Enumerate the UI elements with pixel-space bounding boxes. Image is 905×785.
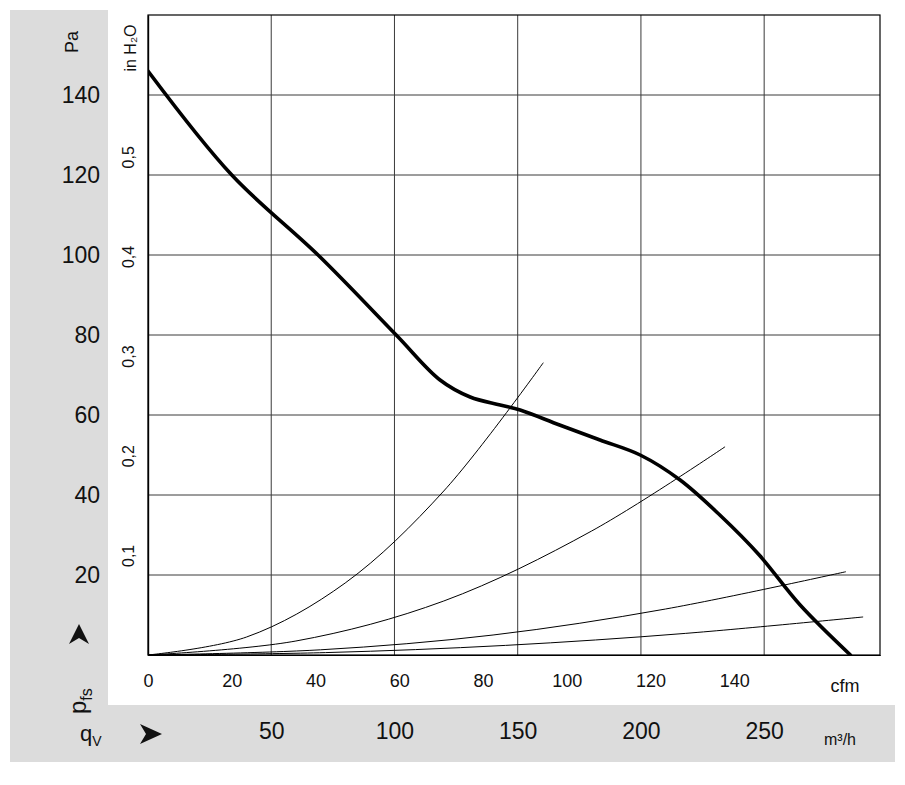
curve: [148, 71, 850, 655]
background-panel: [10, 10, 895, 762]
tick-label: 0,4: [120, 246, 137, 268]
grid-line-y: [148, 575, 880, 576]
y2-axis: 0,1 0,2 0,3 0,4 0,5: [120, 16, 149, 656]
tick-label: 120: [636, 671, 666, 691]
tick-label: 40: [306, 671, 326, 691]
series-group: [148, 71, 863, 655]
grid-line-y: [148, 415, 880, 416]
grid-line-y: [148, 95, 880, 96]
tick-label: 120: [62, 162, 100, 188]
y-axis-line: [148, 16, 149, 656]
tick: 100: [552, 655, 582, 691]
tick-label: 150: [499, 718, 537, 744]
tick-label: 100: [376, 718, 414, 744]
y-arrow: [69, 624, 89, 644]
grid-line-y: [148, 335, 880, 336]
tick-label: 20: [74, 562, 100, 588]
y2-unit-label: in H₂O: [122, 24, 139, 71]
tick-label: 0,1: [120, 545, 137, 567]
x-arrow: [140, 724, 162, 744]
x2-axis-line: [149, 655, 881, 656]
x-symbol-main: q: [80, 721, 92, 746]
tick: 140: [720, 655, 750, 691]
tick: 250: [745, 655, 783, 744]
x-symbol-sub: V: [92, 733, 102, 749]
tick-label: 60: [390, 671, 410, 691]
tick: 120: [636, 655, 666, 691]
x-symbol: qV: [80, 721, 102, 749]
tick-label: 80: [74, 322, 100, 348]
tick: 60: [74, 402, 148, 428]
tick: 40: [74, 482, 148, 508]
tick: 140: [62, 82, 148, 108]
tick-label: 140: [720, 671, 750, 691]
curve: [148, 447, 725, 655]
y-symbol: pfs: [64, 688, 95, 714]
tick-label: 50: [259, 718, 285, 744]
tick-label: 0,2: [120, 445, 137, 467]
tick: 0,2: [120, 445, 148, 467]
tick-label: 100: [62, 242, 100, 268]
tick-label: 60: [74, 402, 100, 428]
y-unit-label: Pa: [62, 30, 82, 53]
tick-label: 0,3: [120, 345, 137, 367]
x-axis: 50 100 150 200 250: [149, 655, 881, 744]
tick-label: 0,5: [120, 146, 137, 168]
y-axis: 20 40 60 80 100 120 140: [62, 16, 149, 656]
y2-axis-line: [148, 16, 149, 656]
curve: [148, 617, 863, 655]
tick: 200: [622, 655, 660, 744]
tick: 80: [74, 322, 148, 348]
tick-label: 250: [745, 718, 783, 744]
tick: 150: [499, 655, 537, 744]
tick: 100: [376, 655, 414, 744]
tick: 40: [306, 655, 326, 691]
tick: 0,4: [120, 246, 148, 268]
tick: 100: [62, 242, 148, 268]
tick: 0,3: [120, 345, 148, 367]
x-unit-label: m³/h: [824, 731, 856, 748]
tick: 60: [390, 655, 410, 691]
tick: 80: [473, 655, 493, 691]
x-axis-line: [149, 655, 881, 656]
curve: [148, 363, 543, 655]
tick-label: 40: [74, 482, 100, 508]
plot-panel: [108, 10, 895, 705]
grid-line-y: [148, 175, 880, 176]
tick-label: 20: [222, 671, 242, 691]
tick: 50: [259, 655, 285, 744]
tick: 0: [143, 655, 153, 691]
tick: 0,5: [120, 146, 148, 168]
grid-line-y: [148, 495, 880, 496]
x2-unit-label: cfm: [831, 676, 860, 696]
tick: 0,1: [120, 545, 148, 567]
x2-axis: 0 20 40 60 80 100 120 140: [143, 655, 880, 691]
tick-label: 80: [473, 671, 493, 691]
y-symbol-sub: fs: [78, 688, 95, 700]
grid-line-y: [148, 255, 880, 256]
tick-label: 140: [62, 82, 100, 108]
curve: [148, 572, 845, 655]
y-symbol-main: p: [64, 701, 91, 714]
chart: 20 40 60 80 100 120 140 0,1 0,2 0,3 0,4 0,5 50 100 150…: [0, 0, 905, 785]
grid: [148, 15, 880, 655]
tick-label: 0: [143, 671, 153, 691]
tick-label: 100: [552, 671, 582, 691]
plot-frame: [148, 15, 880, 655]
tick-label: 200: [622, 718, 660, 744]
tick: 20: [222, 655, 242, 691]
